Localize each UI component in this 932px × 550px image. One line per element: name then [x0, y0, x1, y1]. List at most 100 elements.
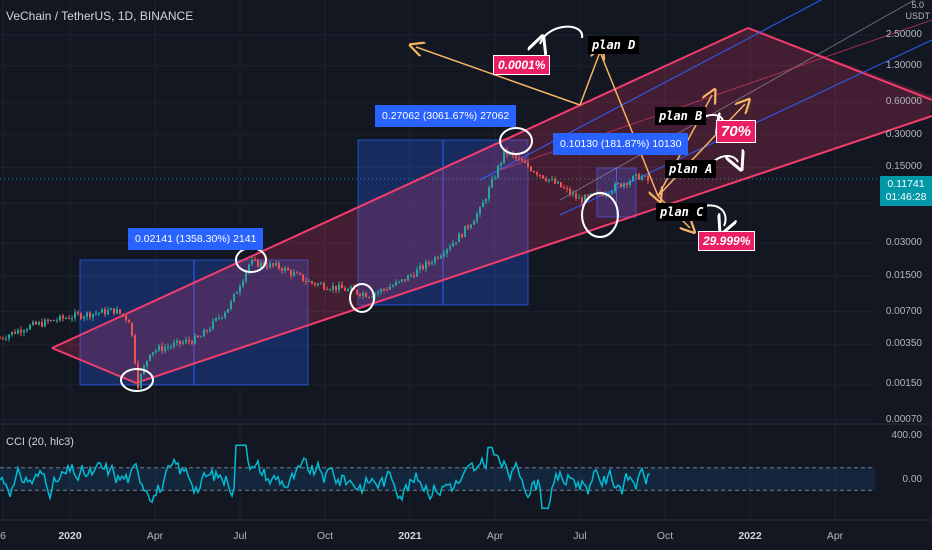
candle-body	[269, 263, 271, 268]
candle-body	[533, 171, 535, 173]
candle-body	[554, 178, 556, 184]
fib-line-3	[479, 0, 823, 181]
candle-body	[407, 275, 409, 281]
candle-body	[431, 262, 433, 264]
candle-body	[335, 285, 337, 291]
candle-body	[68, 317, 70, 319]
candle-body	[494, 177, 496, 179]
time-tick-2: Apr	[146, 530, 164, 542]
candle-body	[47, 319, 49, 322]
candle-body	[608, 193, 610, 195]
candle-body	[77, 312, 79, 314]
candle-body	[350, 287, 352, 289]
candle-body	[434, 257, 436, 263]
candle-body	[461, 233, 463, 237]
candle-body	[56, 320, 58, 322]
candle-body	[275, 263, 277, 266]
price-tick-9: 0.00350	[885, 338, 922, 350]
candle-body	[374, 293, 376, 297]
candle-body	[581, 197, 583, 203]
candle-body	[95, 313, 97, 315]
candle-body	[563, 187, 565, 189]
plan-arrow	[579, 52, 600, 106]
candle-body	[152, 352, 154, 355]
candle-body	[185, 339, 187, 343]
candle-body	[116, 309, 118, 314]
candle-body	[308, 281, 310, 283]
candle-body	[317, 283, 319, 285]
candle-body	[155, 350, 157, 353]
candle-body	[578, 197, 580, 199]
candle-body	[524, 161, 526, 163]
candle-body	[287, 267, 289, 271]
pct-label-plan-c: 29.999%	[698, 231, 756, 251]
candle-body	[359, 293, 361, 296]
candle-body	[557, 182, 559, 184]
plan-b-label: plan B	[655, 107, 707, 125]
candle-body	[482, 202, 484, 208]
cci-line	[0, 444, 650, 510]
price-tick-0: 2.50000	[885, 29, 922, 40]
plan-d-curl	[540, 25, 584, 44]
time-tick-0: 6	[0, 530, 6, 542]
candle-body	[443, 253, 445, 256]
cci-tick-zero: 0.00	[902, 474, 922, 485]
candle-body	[485, 199, 487, 203]
candle-body	[491, 178, 493, 188]
candle-body	[8, 334, 10, 339]
candle-body	[230, 301, 232, 309]
candle-body	[473, 221, 475, 225]
price-tick-2: 0.60000	[885, 96, 922, 108]
candle-body	[188, 339, 190, 342]
channel-drawings	[51, 0, 932, 384]
hand-circle	[349, 283, 375, 313]
price-tick-6: 0.03000	[885, 237, 922, 249]
plan-arrow	[599, 51, 658, 196]
candle-body	[467, 225, 469, 228]
chart-grid	[0, 0, 880, 520]
candle-body	[23, 330, 25, 333]
candle-body	[119, 309, 121, 314]
candle-body	[122, 313, 124, 316]
candle-body	[521, 158, 523, 162]
candle-body	[113, 308, 115, 314]
candle-body	[17, 329, 19, 334]
candle-body	[425, 261, 427, 270]
candle-body	[221, 317, 223, 319]
channel-right	[747, 27, 932, 101]
candle-body	[137, 363, 139, 388]
cci-legend[interactable]: CCI (20, hlc3)	[6, 436, 74, 448]
candle-body	[500, 162, 502, 166]
candle-body	[134, 335, 136, 364]
candle-body	[503, 150, 505, 163]
hand-circle	[581, 192, 619, 238]
candle-body	[632, 175, 634, 182]
candle-body	[53, 320, 55, 322]
candle-body	[338, 284, 340, 291]
candle-body	[167, 346, 169, 348]
candle-body	[290, 270, 292, 276]
candle-body	[311, 281, 313, 284]
candle-body	[29, 324, 31, 330]
candle-body	[302, 274, 304, 281]
candle-body	[440, 255, 442, 259]
candle-body	[101, 309, 103, 313]
candle-body	[170, 346, 172, 348]
candle-body	[428, 261, 430, 264]
time-tick-9: 2022	[738, 530, 762, 542]
plan-a-label: plan A	[665, 160, 717, 178]
candle-body	[629, 181, 631, 185]
currency-label: 5.0 USDT	[906, 0, 931, 22]
candle-body	[260, 262, 262, 267]
hand-circle	[499, 127, 533, 155]
time-tick-8: Oct	[656, 530, 674, 542]
measure-label-3: 0.10130 (181.87%) 10130	[553, 133, 689, 155]
candle-body	[527, 162, 529, 167]
candle-body	[182, 342, 184, 344]
candle-body	[236, 292, 238, 294]
candle-body	[455, 242, 457, 244]
candle-body	[296, 272, 298, 274]
candle-body	[329, 289, 331, 291]
chart-title: VeChain / TetherUS, 1D, BINANCE	[6, 9, 194, 23]
